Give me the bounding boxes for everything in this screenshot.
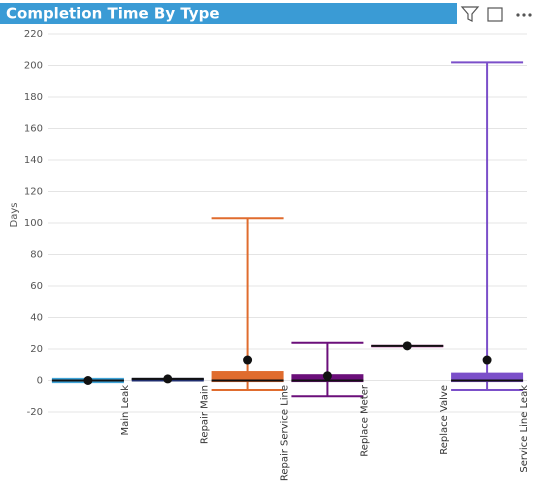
x-tick-label: Repair Main xyxy=(200,385,211,444)
y-tick-label: 160 xyxy=(24,124,43,135)
chart-title: Completion Time By Type xyxy=(6,5,220,23)
y-tick-label: 80 xyxy=(30,250,43,261)
mean xyxy=(243,355,253,365)
mean xyxy=(402,341,412,351)
mean xyxy=(83,376,93,385)
y-tick-label: 40 xyxy=(30,313,43,324)
mean xyxy=(322,371,332,381)
x-tick-label: Replace Meter xyxy=(359,384,370,457)
y-tick-label: 20 xyxy=(30,344,43,355)
x-tick-label: Replace Valve xyxy=(439,385,450,455)
y-tick-label: 220 xyxy=(24,29,43,40)
focus-icon[interactable] xyxy=(487,7,503,22)
y-tick-label: -20 xyxy=(27,407,43,418)
x-tick-label: Main Leak xyxy=(120,385,131,436)
filter-icon[interactable] xyxy=(460,6,480,22)
mean xyxy=(163,374,173,384)
y-tick-label: 120 xyxy=(24,187,43,198)
mean xyxy=(482,355,492,365)
y-tick-label: 100 xyxy=(24,218,43,229)
x-tick-label: Service Line Leak xyxy=(519,385,530,473)
y-tick-label: 200 xyxy=(24,61,43,72)
y-axis-label: Days xyxy=(9,203,20,228)
y-tick-label: 140 xyxy=(24,155,43,166)
toolbar[interactable] xyxy=(460,6,532,22)
more-icon[interactable] xyxy=(516,13,520,17)
box xyxy=(451,372,524,383)
y-tick-label: 180 xyxy=(24,92,43,103)
y-tick-label: 60 xyxy=(30,281,43,292)
y-tick-label: 0 xyxy=(37,376,43,387)
box xyxy=(211,371,284,383)
x-tick-label: Repair Service Line xyxy=(280,385,291,481)
title-bar xyxy=(0,3,457,24)
